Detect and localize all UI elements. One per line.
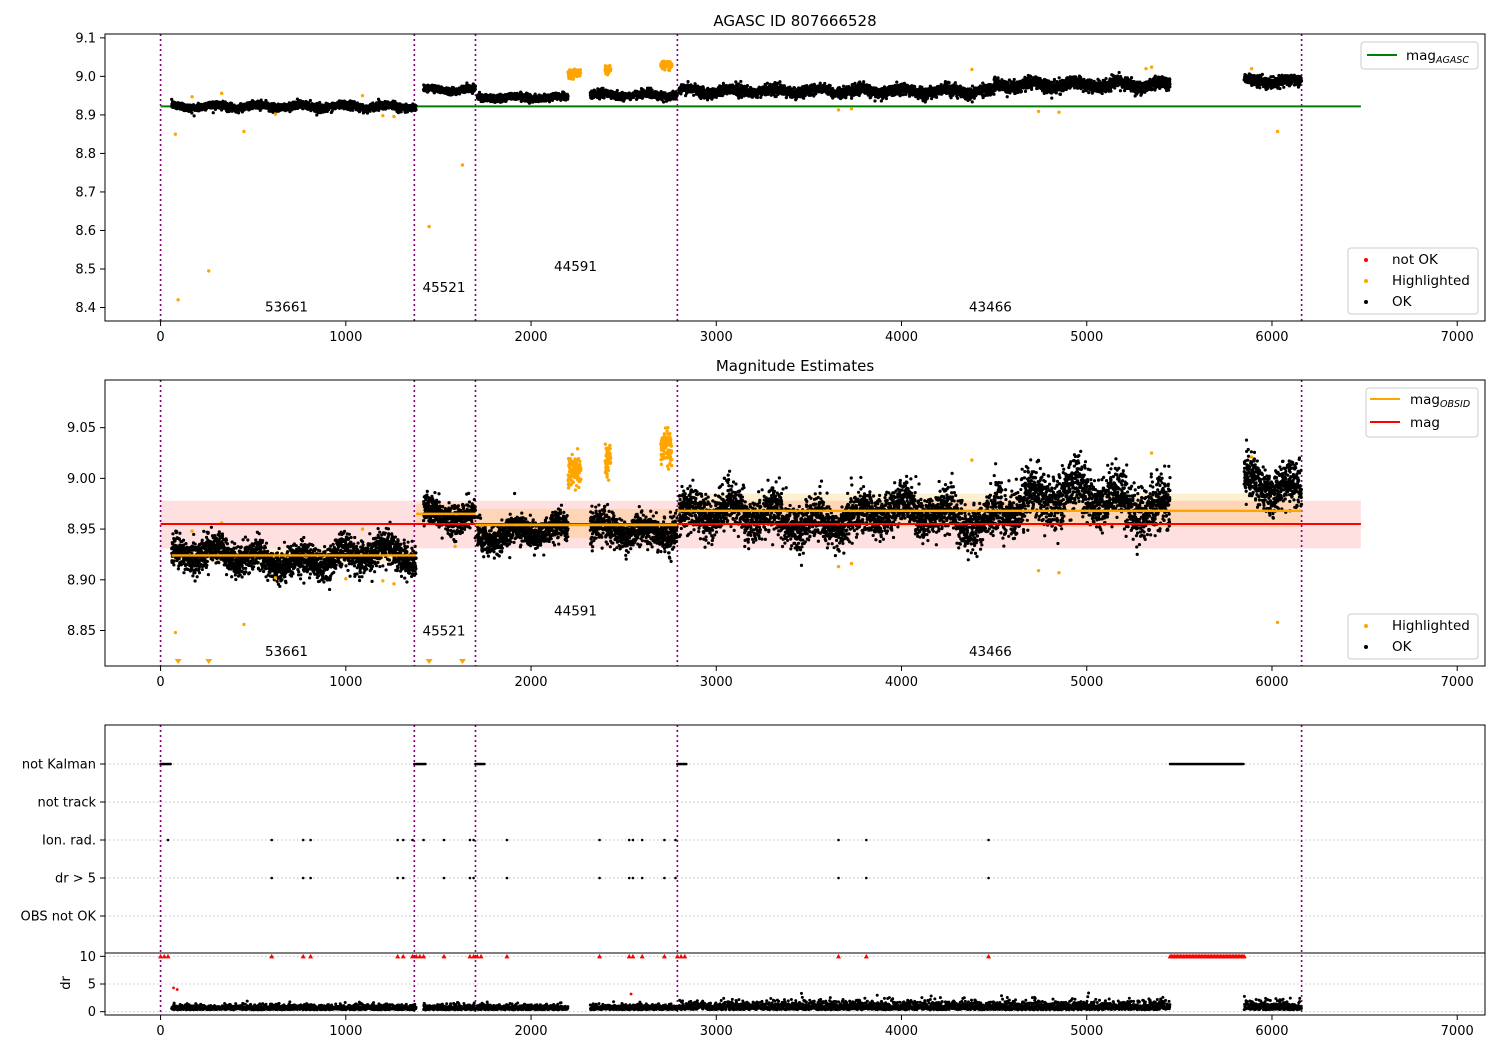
ok-point xyxy=(566,94,569,97)
ok-point xyxy=(309,99,312,102)
ok-point xyxy=(212,111,215,114)
ok-point xyxy=(193,114,196,117)
ok-point xyxy=(756,96,759,99)
ok-point xyxy=(521,99,524,102)
ok-point xyxy=(778,80,781,83)
ok-point xyxy=(692,94,695,97)
ok-point xyxy=(686,80,689,83)
ok-point xyxy=(190,111,193,114)
ok-point xyxy=(400,110,403,113)
ok-point xyxy=(766,82,769,85)
ok-point xyxy=(414,104,417,107)
ok-point xyxy=(746,84,749,87)
ok-point xyxy=(739,80,742,83)
ok-point xyxy=(237,111,240,114)
ok-point xyxy=(662,100,665,103)
agasc-panel-title: AGASC ID 807666528 xyxy=(713,12,876,30)
ok-point xyxy=(318,101,321,104)
ok-point xyxy=(414,108,417,111)
ok-point xyxy=(474,88,477,91)
ok-point xyxy=(722,82,725,85)
ok-point xyxy=(616,89,619,92)
ok-point xyxy=(474,85,477,88)
